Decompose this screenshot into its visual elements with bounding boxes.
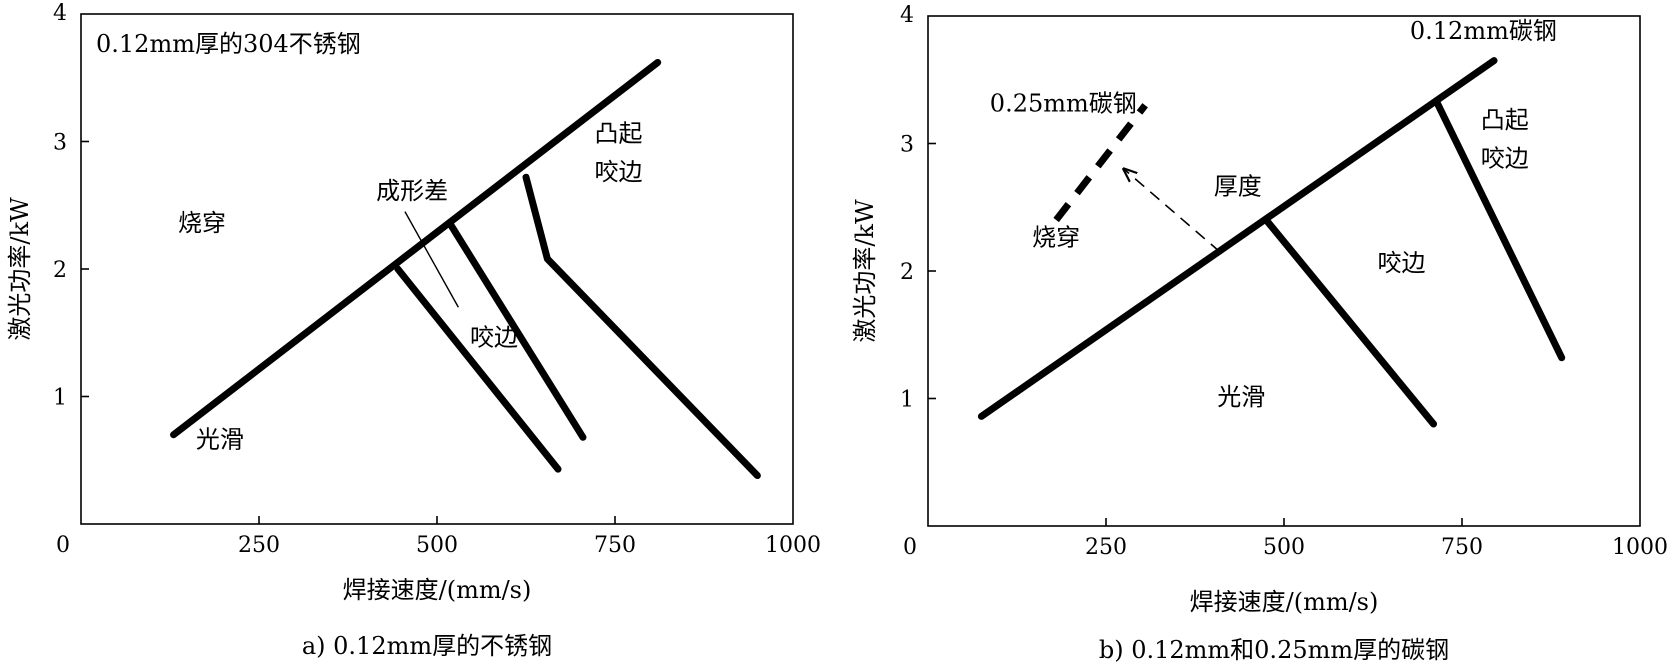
- region-label: 烧穿: [178, 209, 226, 237]
- x-axis-label: 焊接速度/(mm/s): [343, 576, 532, 604]
- y-tick-label: 2: [900, 260, 914, 285]
- series-line: [170, 58, 662, 439]
- region-label: 光滑: [196, 426, 244, 454]
- series-line: [394, 265, 562, 473]
- series-line: [1053, 103, 1148, 223]
- region-label: 成形差: [376, 177, 448, 205]
- y-tick-label: 4: [53, 1, 67, 26]
- region-label: 烧穿: [1032, 224, 1080, 252]
- x-tick-label: 500: [416, 533, 458, 558]
- chart-panel-b: 0 250 500 750 1000 1 2 3 4 焊接速度/(mm/s) 激光功率/kW b) 0…: [851, 3, 1668, 664]
- region-label: 凸起: [595, 120, 643, 148]
- region-label: 0.12mm碳钢: [1410, 17, 1557, 45]
- chart-caption: a) 0.12mm厚的不锈钢: [302, 632, 552, 660]
- x-tick-label: 750: [1441, 535, 1483, 560]
- x-tick-label: 500: [1263, 535, 1305, 560]
- series-line: [522, 173, 761, 480]
- annotation-arrow: [1124, 169, 1221, 253]
- chart-title: 0.12mm厚的304不锈钢: [96, 30, 361, 58]
- x-tick-label: 0: [903, 535, 917, 560]
- region-label: 0.25mm碳钢: [990, 90, 1137, 118]
- series-line: [1262, 216, 1438, 428]
- y-axis-label: 激光功率/kW: [851, 199, 879, 343]
- y-tick-label: 3: [900, 133, 914, 158]
- chart-caption: b) 0.12mm和0.25mm厚的碳钢: [1099, 636, 1449, 664]
- y-tick-label: 3: [53, 131, 67, 156]
- x-tick-label: 0: [56, 533, 70, 558]
- x-tick-label: 250: [1085, 535, 1127, 560]
- y-axis-label: 激光功率/kW: [6, 197, 34, 341]
- region-label: 咬边: [470, 324, 518, 352]
- y-tick-label: 1: [53, 386, 67, 411]
- series-line: [1433, 99, 1566, 362]
- region-label: 厚度: [1214, 173, 1262, 201]
- x-axis-label: 焊接速度/(mm/s): [1190, 588, 1379, 616]
- chart-panel-a: 0 250 500 750 1000 1 2 3 4 焊接速度/(mm/s) 激光功率/kW a) 0…: [6, 1, 821, 660]
- y-tick-label: 4: [900, 3, 914, 28]
- region-label: 凸起: [1481, 106, 1529, 134]
- series-line: [447, 222, 587, 441]
- region-label: 光滑: [1217, 383, 1265, 411]
- region-label: 咬边: [1377, 249, 1425, 277]
- y-tick-label: 1: [900, 388, 914, 413]
- x-tick-label: 250: [238, 533, 280, 558]
- x-tick-label: 750: [594, 533, 636, 558]
- annotation-pointer: [404, 211, 459, 308]
- x-tick-label: 1000: [1612, 535, 1668, 560]
- x-tick-label: 1000: [765, 533, 821, 558]
- region-label: 咬边: [1481, 144, 1529, 172]
- region-label: 咬边: [595, 158, 643, 186]
- y-tick-label: 2: [53, 258, 67, 283]
- series-line: [977, 57, 1498, 420]
